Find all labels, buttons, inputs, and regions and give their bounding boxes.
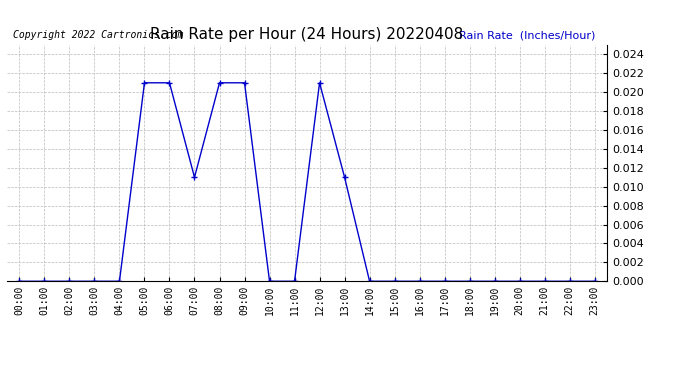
Text: Rain Rate  (Inches/Hour): Rain Rate (Inches/Hour) [459, 30, 595, 40]
Title: Rain Rate per Hour (24 Hours) 20220408: Rain Rate per Hour (24 Hours) 20220408 [150, 27, 464, 42]
Text: Copyright 2022 Cartronics.com: Copyright 2022 Cartronics.com [13, 30, 184, 40]
